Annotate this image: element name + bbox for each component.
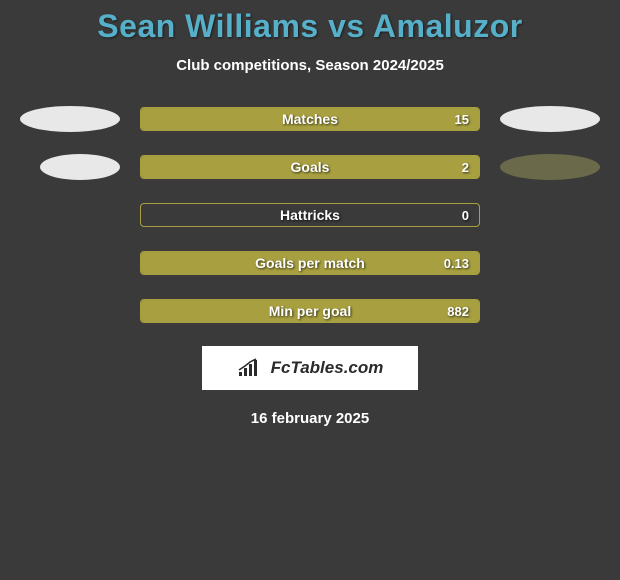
stat-bar: Matches 15 bbox=[140, 107, 480, 131]
source-badge[interactable]: FcTables.com bbox=[202, 346, 418, 390]
player1-marker bbox=[40, 154, 120, 180]
stat-value: 882 bbox=[447, 304, 469, 319]
date-text: 16 february 2025 bbox=[0, 410, 620, 427]
stat-label: Hattricks bbox=[141, 207, 479, 223]
marker-placeholder bbox=[500, 202, 600, 228]
stat-bar: Min per goal 882 bbox=[140, 299, 480, 323]
stat-row-goals: Goals 2 bbox=[10, 154, 610, 180]
stat-bar: Hattricks 0 bbox=[140, 203, 480, 227]
stat-label: Goals bbox=[141, 159, 479, 175]
stat-row-hattricks: Hattricks 0 bbox=[10, 202, 610, 228]
stats-area: Matches 15 Goals 2 Hattricks 0 bbox=[0, 106, 620, 324]
marker-placeholder bbox=[500, 298, 600, 324]
marker-placeholder bbox=[20, 250, 120, 276]
stat-value: 15 bbox=[455, 112, 469, 127]
stat-value: 2 bbox=[462, 160, 469, 175]
stat-row-matches: Matches 15 bbox=[10, 106, 610, 132]
player1-marker bbox=[20, 106, 120, 132]
marker-placeholder bbox=[20, 202, 120, 228]
player2-marker bbox=[500, 106, 600, 132]
stat-bar: Goals per match 0.13 bbox=[140, 251, 480, 275]
stat-label: Goals per match bbox=[141, 255, 479, 271]
stat-value: 0 bbox=[462, 208, 469, 223]
player2-marker bbox=[500, 154, 600, 180]
stat-bar: Goals 2 bbox=[140, 155, 480, 179]
stat-label: Min per goal bbox=[141, 303, 479, 319]
subtitle: Club competitions, Season 2024/2025 bbox=[0, 57, 620, 74]
marker-placeholder bbox=[20, 298, 120, 324]
stat-row-gpm: Goals per match 0.13 bbox=[10, 250, 610, 276]
marker-placeholder bbox=[500, 250, 600, 276]
stat-value: 0.13 bbox=[444, 256, 469, 271]
comparison-card: Sean Williams vs Amaluzor Club competiti… bbox=[0, 0, 620, 427]
stat-label: Matches bbox=[141, 111, 479, 127]
stat-row-mpg: Min per goal 882 bbox=[10, 298, 610, 324]
chart-icon bbox=[237, 358, 265, 378]
page-title: Sean Williams vs Amaluzor bbox=[0, 8, 620, 45]
badge-text: FcTables.com bbox=[271, 358, 384, 378]
